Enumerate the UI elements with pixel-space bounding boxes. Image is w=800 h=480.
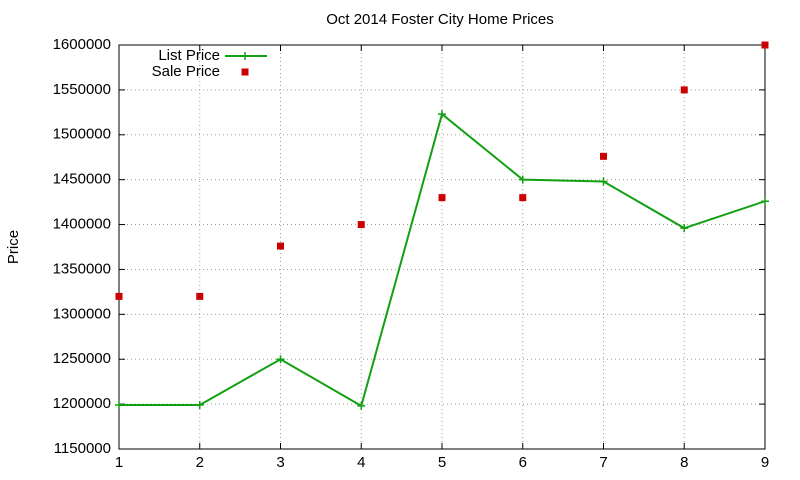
data-point: [276, 355, 285, 364]
data-point: [438, 194, 446, 202]
legend-label: Sale Price: [152, 63, 220, 80]
data-point: [680, 86, 688, 94]
data-point: [599, 177, 608, 186]
x-tick-label: 1: [115, 454, 123, 471]
legend-swatch: [241, 52, 249, 60]
y-tick-label: 1300000: [53, 305, 111, 322]
plot-border: [118, 44, 766, 450]
x-tick-label: 8: [680, 454, 688, 471]
legend-swatch: [241, 68, 249, 76]
data-point: [196, 292, 204, 300]
y-tick-label: 1250000: [53, 350, 111, 367]
data-point: [761, 197, 769, 206]
y-tick-label: 1450000: [53, 171, 111, 188]
data-point: [438, 110, 446, 119]
data-point: [519, 194, 527, 202]
data-point: [761, 41, 769, 49]
x-tick-label: 6: [519, 454, 527, 471]
x-tick-label: 5: [438, 454, 446, 471]
x-tick-label: 4: [357, 454, 365, 471]
x-tick-label: 7: [599, 454, 607, 471]
y-axis-label: Price: [5, 230, 22, 264]
y-tick-label: 1350000: [53, 260, 111, 277]
data-point: [357, 401, 366, 410]
data-point: [680, 224, 689, 233]
x-tick-label: 3: [276, 454, 284, 471]
y-tick-label: 1200000: [53, 395, 111, 412]
y-tick-label: 1500000: [53, 126, 111, 143]
chart-title: Oct 2014 Foster City Home Prices: [326, 11, 554, 28]
data-point: [115, 292, 123, 300]
y-tick-label: 1600000: [53, 36, 111, 53]
x-tick-label: 2: [196, 454, 204, 471]
y-tick-label: 1400000: [53, 216, 111, 233]
legend-label: List Price: [158, 47, 220, 64]
y-tick-label: 1150000: [54, 440, 111, 457]
data-point: [115, 401, 123, 410]
data-point: [195, 401, 204, 410]
data-point: [277, 242, 284, 250]
data-point: [357, 221, 365, 229]
data-point: [518, 175, 527, 184]
x-tick-label: 9: [761, 454, 769, 471]
y-tick-label: 1550000: [53, 81, 111, 98]
data-point: [600, 152, 607, 160]
